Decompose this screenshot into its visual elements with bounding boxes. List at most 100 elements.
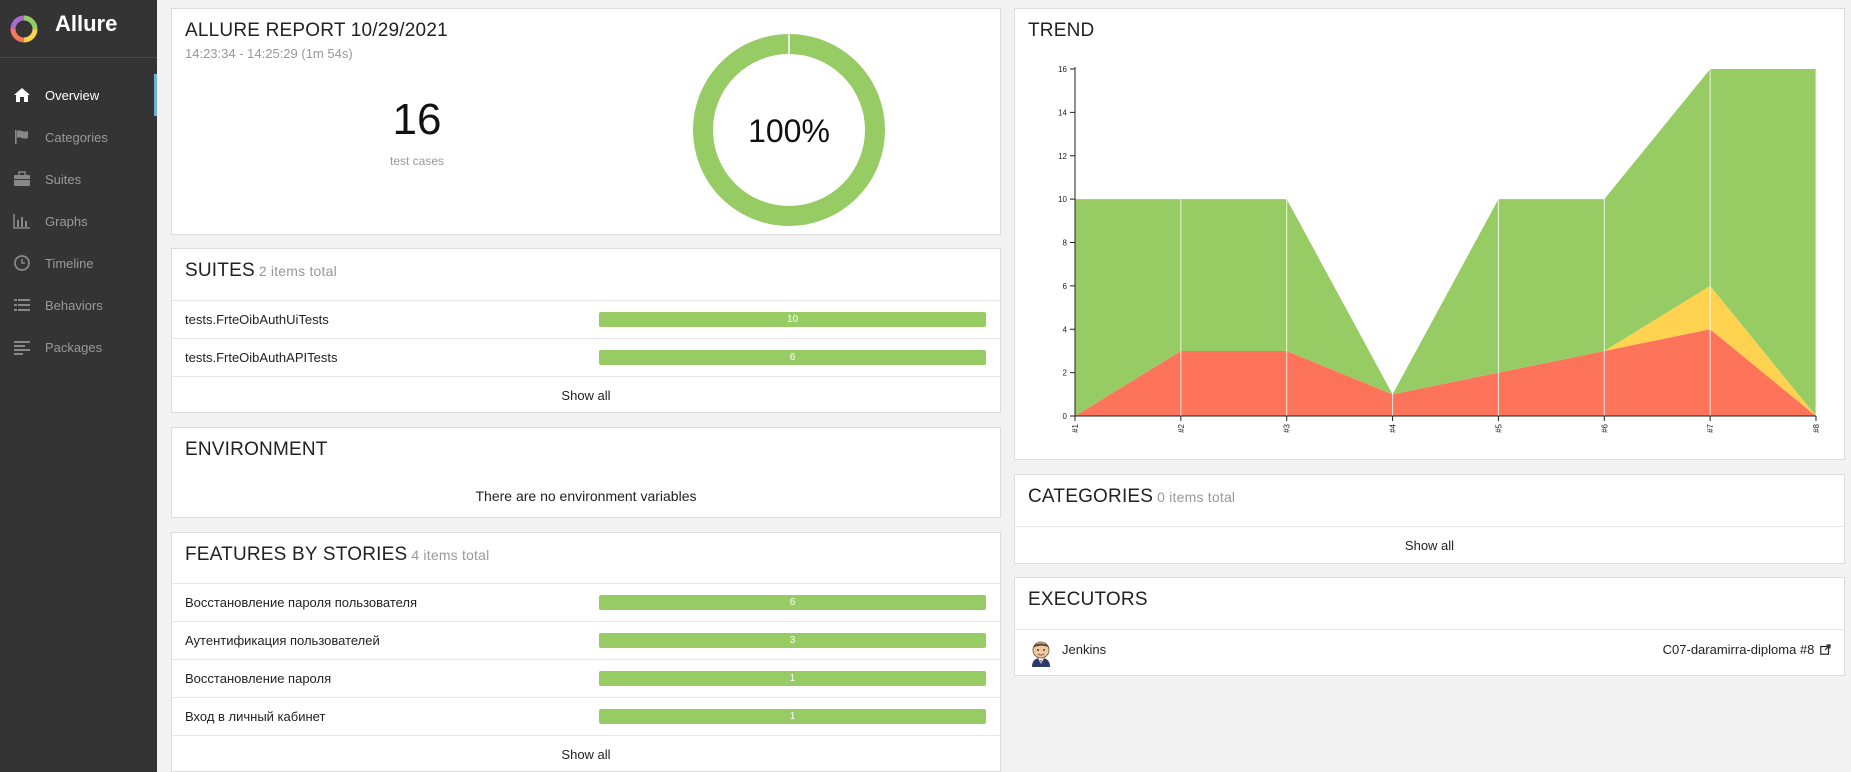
trend-y-tick-label: 8 (1063, 239, 1068, 248)
success-rate-donut[interactable]: 100% (689, 30, 889, 230)
bar-chart-icon (12, 211, 32, 231)
feature-passed-bar: 1 (599, 671, 986, 686)
suites-title-text: SUITES (185, 260, 255, 281)
sidebar-item-label: Categories (45, 129, 108, 145)
align-left-icon (12, 337, 32, 357)
trend-widget: TREND 0 2 4 6 8 10 12 14 16 #1 #2 #3 #4 #5 #6 #7 #8 (1014, 8, 1845, 460)
trend-x-tick-label: #1 (1071, 423, 1080, 432)
home-icon (12, 85, 32, 105)
suites-widget: SUITES 2 items total tests.FrteOibAuthUiT… (171, 248, 1001, 413)
test-count: 16 (392, 95, 442, 144)
sidebar-item-suites[interactable]: Suites (0, 158, 157, 200)
flag-icon (12, 127, 32, 147)
feature-row[interactable]: Вход в личный кабинет 1 (172, 697, 1000, 735)
success-rate-text: 100% (748, 113, 830, 149)
sidebar-item-label: Behaviors (45, 297, 103, 313)
report-time-range: 14:23:34 - 14:25:29 (1m 54s) (185, 46, 353, 61)
trend-y-tick-label: 14 (1058, 108, 1067, 117)
feature-passed-bar: 3 (599, 633, 986, 648)
sidebar-item-timeline[interactable]: Timeline (0, 242, 157, 284)
sidebar-item-behaviors[interactable]: Behaviors (0, 284, 157, 326)
external-link-icon (1820, 644, 1831, 655)
executor-build-text: C07-daramirra-diploma #8 (1662, 642, 1815, 657)
trend-chart[interactable]: 0 2 4 6 8 10 12 14 16 #1 #2 #3 #4 #5 #6 #7 #8 (1015, 9, 1846, 461)
executor-name: Jenkins (1062, 642, 1107, 657)
trend-y-tick-label: 10 (1058, 195, 1067, 204)
categories-title-text: CATEGORIES (1028, 486, 1154, 507)
suite-name: tests.FrteOibAuthAPITests (185, 350, 338, 365)
allure-logo-icon (10, 15, 38, 42)
features-title-text: FEATURES BY STORIES (185, 544, 408, 565)
trend-y-tick-label: 6 (1063, 282, 1068, 291)
sidebar-nav: Overview Categories Suites Graphs Timeli… (0, 74, 157, 368)
categories-widget: CATEGORIES 0 items total Show all (1014, 474, 1845, 564)
trend-x-tick-label: #5 (1494, 423, 1503, 432)
summary-widget: ALLURE REPORT 10/29/2021 14:23:34 - 14:2… (171, 8, 1001, 235)
briefcase-icon (12, 169, 32, 189)
sidebar-item-graphs[interactable]: Graphs (0, 200, 157, 242)
categories-count: 0 items total (1157, 489, 1236, 505)
trend-x-tick-label: #6 (1600, 423, 1609, 432)
sidebar-item-label: Timeline (45, 255, 94, 271)
list-icon (12, 295, 32, 315)
suites-show-all-link[interactable]: Show all (561, 388, 611, 403)
trend-area-passed[interactable] (1075, 69, 1816, 416)
sidebar: Allure Overview Categories Suites Graphs (0, 0, 157, 772)
suite-name: tests.FrteOibAuthUiTests (185, 312, 329, 327)
suites-count: 2 items total (258, 263, 337, 279)
sidebar-item-label: Packages (45, 339, 103, 355)
feature-name: Вход в личный кабинет (185, 709, 326, 724)
brand-name: Allure (55, 10, 118, 36)
trend-x-tick-label: #2 (1177, 423, 1186, 432)
trend-x-tick-label: #4 (1389, 423, 1398, 432)
environment-empty-text: There are no environment variables (475, 488, 697, 504)
executor-row[interactable]: Jenkins C07-daramirra-diploma #8 (1015, 629, 1844, 676)
trend-y-tick-label: 0 (1063, 412, 1068, 421)
sidebar-item-categories[interactable]: Categories (0, 116, 157, 158)
trend-y-tick-label: 2 (1063, 369, 1068, 378)
trend-y-tick-label: 16 (1058, 65, 1067, 74)
jenkins-avatar-icon (1032, 641, 1050, 667)
executors-widget: EXECUTORS Jenkins C07-daramirra-diploma … (1014, 577, 1845, 676)
clock-icon (12, 253, 32, 273)
trend-title: TREND (1028, 20, 1095, 41)
feature-row[interactable]: Восстановление пароля 1 (172, 659, 1000, 697)
executors-title: EXECUTORS (1028, 589, 1148, 610)
suite-row[interactable]: tests.FrteOibAuthAPITests 6 (172, 338, 1000, 376)
executor-build-link[interactable]: C07-daramirra-diploma #8 (1663, 642, 1831, 657)
suite-row[interactable]: tests.FrteOibAuthUiTests 10 (172, 300, 1000, 338)
feature-row[interactable]: Восстановление пароля пользователя 6 (172, 583, 1000, 621)
sidebar-item-overview[interactable]: Overview (0, 74, 157, 116)
trend-y-tick-label: 12 (1058, 152, 1067, 161)
feature-name: Восстановление пароля (185, 671, 332, 686)
suites-show-all-row: Show all (172, 376, 1000, 414)
categories-title: CATEGORIES 0 items total (1028, 486, 1235, 508)
trend-x-tick-label: #7 (1706, 423, 1715, 432)
suites-title: SUITES 2 items total (185, 260, 337, 282)
feature-row[interactable]: Аутентификация пользователей 3 (172, 621, 1000, 659)
sidebar-item-label: Overview (45, 87, 100, 103)
test-count-label: test cases (389, 154, 445, 168)
feature-passed-bar: 1 (599, 709, 986, 724)
brand[interactable]: Allure (0, 0, 157, 58)
suite-passed-bar: 6 (599, 350, 986, 365)
trend-x-tick-label: #3 (1283, 423, 1292, 432)
categories-show-all-link[interactable]: Show all (1404, 538, 1455, 553)
features-show-all-row: Show all (172, 735, 1000, 772)
sidebar-item-label: Graphs (45, 213, 88, 229)
sidebar-item-label: Suites (45, 171, 82, 187)
features-title: FEATURES BY STORIES 4 items total (185, 544, 489, 566)
features-count: 4 items total (411, 547, 490, 563)
sidebar-item-packages[interactable]: Packages (0, 326, 157, 368)
trend-x-tick-label: #8 (1812, 423, 1821, 432)
feature-name: Аутентификация пользователей (185, 633, 380, 648)
environment-widget: ENVIRONMENT There are no environment var… (171, 427, 1001, 518)
environment-title: ENVIRONMENT (185, 439, 328, 460)
feature-passed-bar: 6 (599, 595, 986, 610)
features-show-all-link[interactable]: Show all (561, 747, 611, 762)
trend-y-tick-label: 4 (1063, 325, 1068, 334)
features-widget: FEATURES BY STORIES 4 items total Восстан… (171, 532, 1001, 772)
categories-show-all-row: Show all (1015, 526, 1844, 564)
suite-passed-bar: 10 (599, 312, 986, 327)
feature-name: Восстановление пароля пользователя (185, 595, 418, 610)
